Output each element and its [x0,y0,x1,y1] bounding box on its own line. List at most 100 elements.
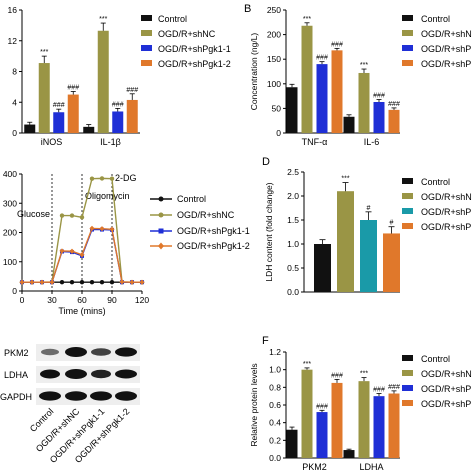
bar-il-1-control [83,126,95,133]
x-tick-label: LDHA [359,462,383,472]
x-tick-label: 90 [107,295,117,305]
point-ogd-r-shpgk1-2-10 [29,279,35,285]
legend-a-swatch-shpgk1-1 [141,45,152,51]
x-tick-label: PKM2 [302,462,327,472]
bar-il-1-ogd-r-shpgk1-1 [112,111,124,133]
bar-inos-control [24,124,36,133]
bar-pkm2-ogd-r-shpgk1-2 [331,382,343,458]
legend-c-label-shpgk1-2: OGD/R+shPgk1-2 [177,241,250,251]
band-gapdh-shpgk1-2 [115,391,137,401]
bar-inos-ogd-r-shpgk1-2 [67,94,79,133]
legend-b-label-shpgk1-2: OGD/R+shP [421,59,471,69]
legend-c-marker-shnc [158,212,164,218]
significance-label: ### [373,93,385,100]
bar-ogd-r-shpgk1-1 [360,220,377,292]
chart-f-protein-levels: 0.0 0.2 0.4 0.6 0.8 1.0 1.2 Relative protein le… [249,347,400,472]
legend-f-swatch-control [402,355,413,361]
bar-ldha-ogd-r-shpgk1-1 [373,396,385,458]
y-tick-label: 0.6 [269,400,281,410]
bar-pkm2-control [286,429,298,458]
legend-c-label-control: Control [177,194,206,204]
legend-b-label-shpgk1-1: OGD/R+shP [421,44,471,54]
band-pkm2-shpgk1-1 [91,348,111,356]
y-tick-label: 300 [3,198,17,208]
point-ogd-r-shpgk1-2-80 [99,226,105,232]
legend-b-label-control: Control [421,14,450,24]
bar-ldha-ogd-r-shnc [358,381,370,458]
y-tick-label: 4 [12,97,17,107]
y-tick-label: 0 [12,128,17,138]
legend-c: Control OGD/R+shNC OGD/R+shPgk1-1 OGD/R+… [150,194,250,251]
blot-label-gapdh: GAPDH [0,392,32,402]
legend-a: Control OGD/R+shNC OGD/R+shPgk1-1 OGD/R+… [141,14,231,69]
legend-a-label-shnc: OGD/R+shNC [158,29,216,39]
legend-f-swatch-shpgk1-2 [402,400,413,406]
point-ogd-r-shpgk1-2-110 [129,279,135,285]
bar-ldha-control [343,450,355,458]
legend-d-swatch-shnc [402,193,413,199]
y-axis-label: Relative protein levels [249,363,259,446]
point-ogd-r-shnc-90 [109,176,115,181]
legend-b-swatch-control [402,15,413,21]
legend-a-label-shpgk1-2: OGD/R+shPgk1-2 [158,59,231,69]
significance-label: *** [360,62,368,69]
point-ogd-r-shnc-80 [99,176,105,181]
bar-il-6-ogd-r-shpgk1-2 [388,109,400,133]
y-tick-label: 50 [272,103,282,113]
point-control-60 [79,280,85,285]
legend-f-swatch-shnc [402,370,413,376]
point-control-40 [59,280,65,285]
bar-il-1-ogd-r-shpgk1-2 [126,99,138,133]
blot-strip-ldha [36,366,140,383]
legend-c-marker-control [158,196,164,202]
legend-a-swatch-control [141,15,152,21]
y-tick-label: 16 [8,5,18,15]
blot-strip-gapdh [36,388,140,405]
y-axis-label: LDH content (fold change) [264,182,274,281]
bar-inos-ogd-r-shpgk1-1 [53,112,65,133]
legend-d: Control OGD/R+shN OGD/R+shP OGD/R+shP [402,177,472,232]
significance-label: ### [53,102,65,109]
legend-a-label-control: Control [158,14,187,24]
legend-f: Control OGD/R+shN OGD/R+shP OGD/R+shP [402,354,472,409]
y-tick-label: 1.5 [287,215,299,225]
western-blot: PKM2 LDHA GAPDH Control OGD/R+shNC OGD/R… [0,344,140,465]
bar-il-1-ogd-r-shnc [97,30,109,134]
legend-d-swatch-shpgk1-1 [402,208,413,214]
legend-c-marker-shpgk1-1 [158,228,164,234]
legend-d-swatch-control [402,178,413,184]
band-gapdh-control [39,391,61,401]
x-tick-label: iNOS [41,137,63,147]
point-control-50 [69,280,75,285]
band-gapdh-shnc [65,391,87,401]
significance-label: ### [112,101,124,108]
y-tick-label: 2.0 [287,191,299,201]
significance-label: ### [388,384,400,391]
significance-label: *** [303,361,311,368]
bar-il-6-ogd-r-shpgk1-1 [373,102,385,133]
bar-pkm2-ogd-r-shpgk1-1 [316,412,328,458]
legend-f-label-control: Control [421,354,450,364]
point-ogd-r-shnc-60 [79,215,85,220]
significance-label: *** [303,16,311,23]
bar-ogd-r-shnc [337,191,354,292]
point-control-90 [109,280,115,285]
significance-label: ### [126,87,138,94]
legend-f-label-shpgk1-2: OGD/R+shP [421,399,471,409]
y-tick-label: 100 [3,257,17,267]
panel-label-b: B [244,3,251,15]
significance-label: # [390,220,394,227]
legend-b-swatch-shnc [402,30,413,36]
point-ogd-r-shpgk1-2-40 [59,248,65,254]
legend-d-swatch-shpgk1-2 [402,223,413,229]
y-tick-label: 1.2 [269,347,281,357]
bar-control [314,244,331,292]
legend-d-label-shpgk1-2: OGD/R+shP [421,222,471,232]
significance-label: ### [331,372,343,379]
band-gapdh-shpgk1-1 [90,391,112,401]
point-ogd-r-shpgk1-2-60 [79,252,85,258]
point-ogd-r-shnc-50 [69,213,75,218]
legend-c-label-shnc: OGD/R+shNC [177,210,235,220]
bar-tnf-ogd-r-shpgk1-2 [331,50,343,133]
y-tick-label: 150 [267,54,281,64]
